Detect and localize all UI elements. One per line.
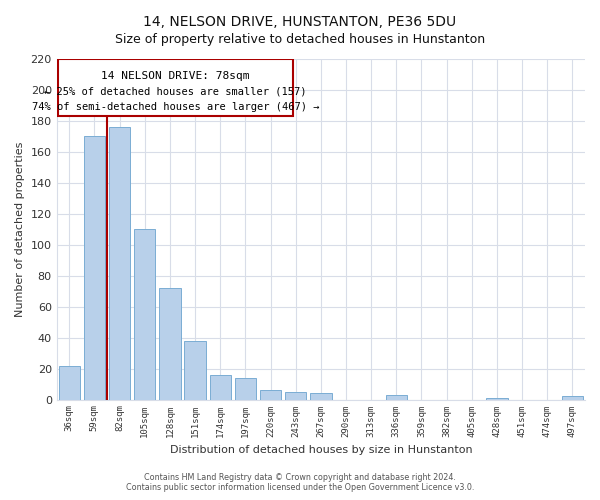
Bar [59,366,80,400]
X-axis label: Distribution of detached houses by size in Hunstanton: Distribution of detached houses by size … [170,445,472,455]
FancyBboxPatch shape [58,59,293,116]
Bar [562,396,583,400]
Bar [486,398,508,400]
Bar [159,288,181,400]
Text: 74% of semi-detached houses are larger (467) →: 74% of semi-detached houses are larger (… [32,102,319,113]
Bar [235,378,256,400]
Bar [386,395,407,400]
Bar [260,390,281,400]
Bar [134,230,155,400]
Bar [109,127,130,400]
Text: Contains HM Land Registry data © Crown copyright and database right 2024.
Contai: Contains HM Land Registry data © Crown c… [126,473,474,492]
Y-axis label: Number of detached properties: Number of detached properties [15,142,25,317]
Bar [285,392,307,400]
Text: Size of property relative to detached houses in Hunstanton: Size of property relative to detached ho… [115,32,485,46]
Text: ← 25% of detached houses are smaller (157): ← 25% of detached houses are smaller (15… [44,87,307,97]
Bar [310,394,332,400]
Text: 14, NELSON DRIVE, HUNSTANTON, PE36 5DU: 14, NELSON DRIVE, HUNSTANTON, PE36 5DU [143,15,457,29]
Bar [184,340,206,400]
Bar [84,136,105,400]
Bar [209,375,231,400]
Text: 14 NELSON DRIVE: 78sqm: 14 NELSON DRIVE: 78sqm [101,72,250,82]
